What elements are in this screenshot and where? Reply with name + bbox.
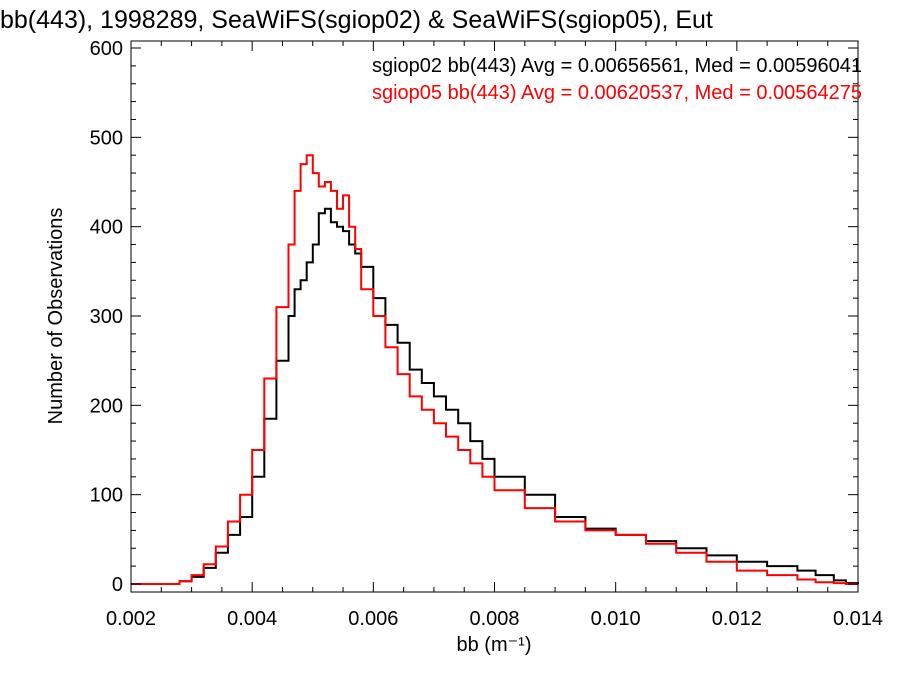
x-tick-label: 0.014: [833, 608, 883, 630]
y-tick-label: 100: [90, 485, 123, 507]
y-tick-label: 500: [90, 127, 123, 149]
y-tick-label: 400: [90, 217, 123, 239]
y-tick-label: 300: [90, 306, 123, 328]
x-tick-label: 0.008: [469, 608, 519, 630]
x-axis-title: bb (m⁻¹): [457, 634, 532, 656]
x-tick-label: 0.006: [348, 608, 398, 630]
y-tick-label: 0: [112, 574, 123, 596]
legend-entry-sgiop02: sgiop02 bb(443) Avg = 0.00656561, Med = …: [372, 55, 862, 77]
y-tick-label: 200: [90, 395, 123, 417]
chart-title: bb(443), 1998289, SeaWiFS(sgiop02) & Sea…: [0, 6, 713, 34]
series-line-sgiop02: [131, 207, 859, 585]
x-tick-label: 0.002: [106, 608, 156, 630]
y-axis-title: Number of Observations: [45, 208, 67, 425]
series-line-sgiop05: [131, 154, 858, 585]
x-tick-label: 0.010: [591, 608, 641, 630]
x-tick-label: 0.012: [712, 608, 762, 630]
legend-entry-sgiop05: sgiop05 bb(443) Avg = 0.00620537, Med = …: [372, 82, 862, 104]
x-tick-label: 0.004: [227, 608, 277, 630]
y-tick-label: 600: [90, 38, 123, 60]
